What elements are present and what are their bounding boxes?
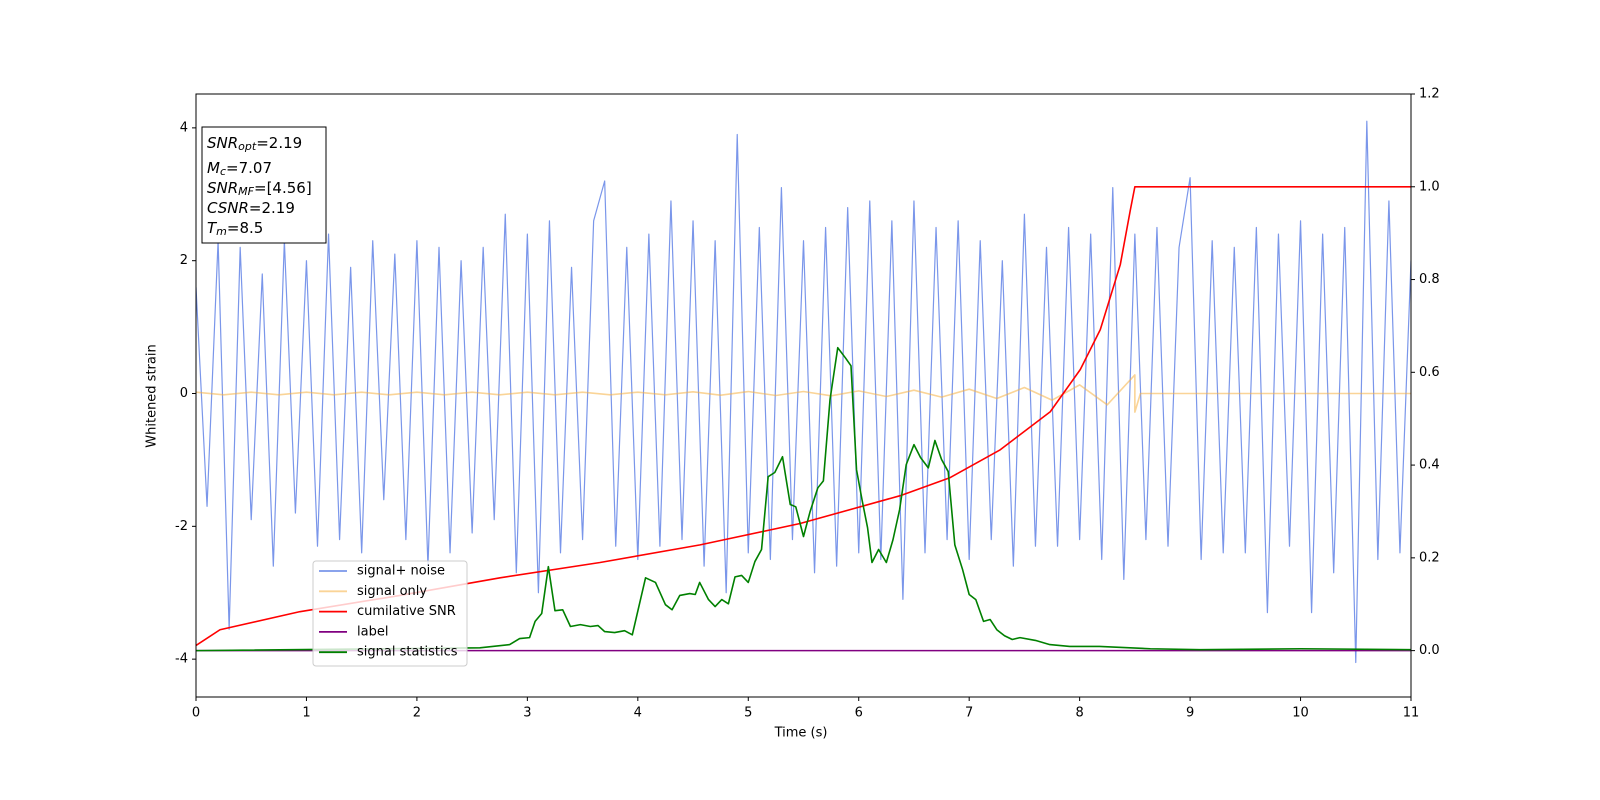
annotation-text: Tm=8.5: [207, 219, 263, 239]
series-line: [196, 120, 1411, 664]
annotation-box: [201, 126, 327, 244]
x-tick-label: 1: [302, 706, 310, 721]
x-axis-label: Time (s): [774, 726, 828, 741]
y2-tick-label: 0.2: [1419, 550, 1440, 565]
annotation-symbol: CSNR: [207, 199, 249, 217]
x-tick-label: 5: [744, 706, 752, 721]
y-axis-label: Whitened strain: [145, 344, 160, 447]
annotation-text: Mc=7.07: [207, 159, 272, 179]
y-tick-label: 2: [180, 253, 188, 268]
legend-label: cumilative SNR: [357, 604, 456, 619]
legend-label: signal+ noise: [357, 564, 445, 579]
annotation-symbol: M: [207, 159, 220, 177]
x-tick-label: 10: [1292, 706, 1309, 721]
annotation-text: SNRopt=2.19: [207, 134, 302, 154]
annotation-subscript: c: [220, 165, 226, 178]
y-tick-label: 0: [180, 386, 188, 401]
legend-label: signal statistics: [357, 645, 458, 660]
annotation-value: =7.07: [226, 159, 272, 177]
y-tick-label: -4: [175, 652, 188, 667]
y2-tick-label: 1.0: [1419, 179, 1440, 194]
y2-tick-label: 0.8: [1419, 272, 1440, 287]
annotation-value: =8.5: [227, 219, 263, 237]
y2-tick-label: 0.6: [1419, 365, 1440, 380]
annotation-subscript: opt: [238, 140, 257, 153]
x-tick-label: 9: [1186, 706, 1194, 721]
series-line: [196, 346, 1411, 652]
x-tick-label: 4: [634, 706, 642, 721]
annotation-value: =[4.56]: [254, 179, 312, 197]
x-tick-label: 3: [523, 706, 531, 721]
annotation-text: CSNR=2.19: [207, 199, 295, 217]
x-tick-label: 7: [965, 706, 973, 721]
x-tick-label: 0: [192, 706, 200, 721]
annotation: SNRopt=2.19Mc=7.07SNRMF=[4.56]CSNR=2.19T…: [201, 126, 327, 244]
annotation-subscript: m: [216, 225, 227, 238]
annotation-symbol: SNR: [207, 134, 238, 152]
annotation-symbol: SNR: [207, 179, 238, 197]
legend-label: label: [357, 624, 388, 639]
series-line: [196, 374, 1411, 413]
y2-tick-label: 1.2: [1419, 87, 1440, 102]
plot-frame: [195, 93, 1412, 698]
annotation-value: =2.19: [256, 134, 302, 152]
x-tick-label: 11: [1403, 706, 1420, 721]
annotation-text: SNRMF=[4.56]: [207, 179, 312, 199]
legend-label: signal only: [357, 584, 427, 599]
legend-box: [312, 560, 468, 667]
annotation-symbol: T: [207, 219, 218, 237]
legend: signal+ noise signal only cumilative SNR la…: [312, 560, 468, 667]
x-tick-label: 6: [855, 706, 863, 721]
y2-tick-label: 0.0: [1419, 643, 1440, 658]
y-tick-label: 4: [180, 120, 188, 135]
annotation-value: =2.19: [249, 199, 295, 217]
x-tick-label: 8: [1075, 706, 1083, 721]
x-tick-label: 2: [413, 706, 421, 721]
y-tick-label: -2: [175, 519, 188, 534]
annotation-subscript: MF: [238, 185, 254, 198]
y2-tick-label: 0.4: [1419, 458, 1440, 473]
